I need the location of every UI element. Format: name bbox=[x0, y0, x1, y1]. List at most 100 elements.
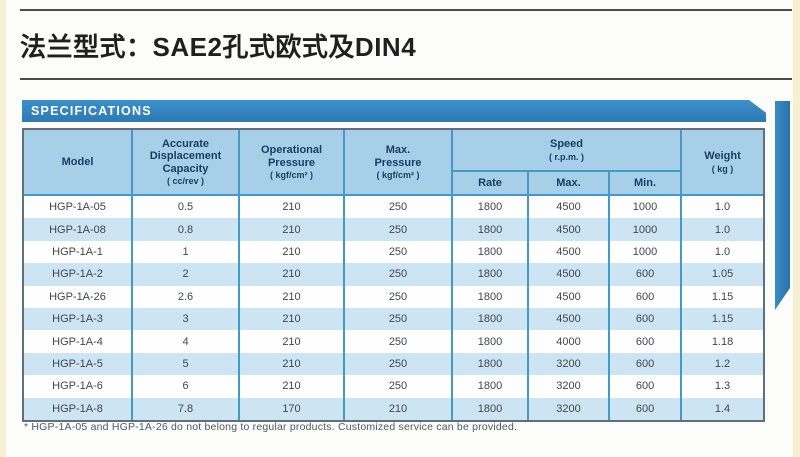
table-row: HGP-1A-08 0.8 210 250 1800 4500 1000 1.0 bbox=[24, 218, 764, 241]
header-model-label: Model bbox=[61, 155, 94, 168]
model-cell: HGP-1A-26 bbox=[24, 285, 132, 308]
value-cell: 1800 bbox=[451, 193, 528, 219]
value-cell: 7.8 bbox=[131, 397, 239, 420]
value-cell: 1.05 bbox=[680, 263, 764, 286]
header-capacity-label: Accurate Displacement Capacity bbox=[149, 137, 222, 175]
specifications-table: Model Accurate Displacement Capacity ( c… bbox=[22, 128, 765, 422]
page-edge-right bbox=[793, 0, 800, 457]
value-cell: 1.4 bbox=[680, 397, 764, 420]
value-cell: 210 bbox=[238, 285, 344, 308]
value-cell: 3200 bbox=[527, 352, 609, 376]
value-cell: 600 bbox=[607, 375, 682, 398]
value-cell: 210 bbox=[238, 375, 344, 398]
value-cell: 210 bbox=[238, 193, 344, 219]
value-cell: 1800 bbox=[451, 240, 528, 264]
value-cell: 2 bbox=[131, 263, 239, 286]
value-cell: 4500 bbox=[527, 218, 609, 241]
value-cell: 3 bbox=[131, 307, 239, 331]
value-cell: 1.15 bbox=[680, 307, 764, 331]
value-cell: 2.6 bbox=[131, 285, 239, 308]
value-cell: 210 bbox=[238, 240, 344, 264]
header-capacity-unit: ( cc/rev ) bbox=[166, 176, 205, 187]
table-row: HGP-1A-5 5 210 250 1800 3200 600 1.2 bbox=[24, 352, 764, 376]
value-cell: 1800 bbox=[451, 397, 528, 420]
header-operational-pressure-unit: ( kgf/cm² ) bbox=[269, 170, 313, 180]
model-cell: HGP-1A-5 bbox=[24, 352, 132, 376]
value-cell: 1.15 bbox=[680, 285, 764, 308]
model-cell: HGP-1A-05 bbox=[24, 193, 132, 219]
value-cell: 4500 bbox=[527, 240, 609, 264]
model-cell: HGP-1A-6 bbox=[24, 375, 132, 398]
value-cell: 4500 bbox=[527, 307, 609, 331]
value-cell: 1800 bbox=[451, 307, 528, 331]
value-cell: 250 bbox=[343, 375, 452, 398]
value-cell: 1800 bbox=[451, 375, 528, 398]
value-cell: 3200 bbox=[527, 375, 609, 398]
value-cell: 250 bbox=[343, 352, 452, 376]
header-capacity: Accurate Displacement Capacity ( cc/rev … bbox=[131, 130, 239, 195]
value-cell: 6 bbox=[131, 375, 239, 398]
value-cell: 210 bbox=[238, 330, 344, 353]
value-cell: 4000 bbox=[527, 330, 609, 353]
value-cell: 210 bbox=[238, 307, 344, 331]
value-cell: 1.0 bbox=[680, 240, 764, 264]
value-cell: 1800 bbox=[451, 263, 528, 286]
table-row: HGP-1A-3 3 210 250 1800 4500 600 1.15 bbox=[24, 307, 764, 331]
header-speed-unit: ( r.p.m. ) bbox=[549, 151, 585, 162]
value-cell: 210 bbox=[238, 263, 344, 286]
model-cell: HGP-1A-8 bbox=[24, 397, 132, 420]
value-cell: 250 bbox=[343, 330, 452, 353]
value-cell: 1000 bbox=[607, 218, 682, 241]
table-row: HGP-1A-4 4 210 250 1800 4000 600 1.18 bbox=[24, 330, 764, 353]
value-cell: 1.3 bbox=[680, 375, 764, 398]
table-row: HGP-1A-05 0.5 210 250 1800 4500 1000 1.0 bbox=[24, 193, 764, 219]
header-speed-label: Speed bbox=[550, 138, 584, 151]
model-cell: HGP-1A-4 bbox=[24, 330, 132, 353]
header-max-pressure-unit: ( kgf/cm² ) bbox=[376, 170, 420, 180]
header-weight: Weight ( kg ) bbox=[680, 130, 764, 195]
header-row-speed-sub: Rate Max. Min. bbox=[24, 170, 763, 195]
model-cell: HGP-1A-1 bbox=[24, 240, 132, 264]
value-cell: 210 bbox=[238, 352, 344, 376]
value-cell: 600 bbox=[607, 307, 682, 331]
value-cell: 1800 bbox=[451, 330, 528, 353]
title-rule-bottom bbox=[20, 78, 792, 80]
value-cell: 250 bbox=[343, 193, 452, 219]
value-cell: 1.0 bbox=[680, 193, 764, 219]
value-cell: 170 bbox=[238, 397, 344, 420]
table-row: HGP-1A-6 6 210 250 1800 3200 600 1.3 bbox=[24, 375, 764, 398]
header-model: Model bbox=[24, 130, 132, 195]
value-cell: 1800 bbox=[451, 352, 528, 376]
value-cell: 600 bbox=[607, 263, 682, 286]
page-title: 法兰型式：SAE2孔式欧式及DIN4 bbox=[20, 32, 417, 62]
value-cell: 250 bbox=[343, 218, 452, 241]
value-cell: 600 bbox=[607, 285, 682, 308]
value-cell: 1 bbox=[131, 240, 239, 264]
specifications-header-bar: SPECIFICATIONS bbox=[22, 100, 766, 122]
value-cell: 0.5 bbox=[131, 193, 239, 219]
value-cell: 5 bbox=[131, 352, 239, 376]
table-body: HGP-1A-05 0.5 210 250 1800 4500 1000 1.0 HGP-1A-… bbox=[24, 193, 764, 420]
value-cell: 4500 bbox=[527, 263, 609, 286]
header-max-pressure: Max. Pressure ( kgf/cm² ) bbox=[343, 130, 452, 195]
value-cell: 4500 bbox=[527, 193, 609, 219]
value-cell: 1.18 bbox=[680, 330, 764, 353]
header-speed: Speed ( r.p.m. ) bbox=[450, 130, 682, 171]
table-row: HGP-1A-26 2.6 210 250 1800 4500 600 1.15 bbox=[24, 285, 764, 308]
header-operational-pressure: Operational Pressure ( kgf/cm² ) bbox=[238, 130, 344, 195]
model-cell: HGP-1A-3 bbox=[24, 307, 132, 331]
value-cell: 250 bbox=[343, 240, 452, 264]
model-cell: HGP-1A-2 bbox=[24, 263, 132, 286]
value-cell: 250 bbox=[343, 307, 452, 331]
value-cell: 0.8 bbox=[131, 218, 239, 241]
model-cell: HGP-1A-08 bbox=[24, 218, 132, 241]
title-rule-top bbox=[20, 9, 792, 11]
value-cell: 250 bbox=[343, 263, 452, 286]
value-cell: 1.0 bbox=[680, 218, 764, 241]
value-cell: 1000 bbox=[607, 193, 682, 219]
header-max-pressure-label: Max. Pressure bbox=[374, 144, 422, 169]
table-footnote: * HGP-1A-05 and HGP-1A-26 do not belong … bbox=[24, 421, 518, 433]
page-edge-left bbox=[0, 0, 6, 457]
value-cell: 600 bbox=[607, 352, 682, 376]
